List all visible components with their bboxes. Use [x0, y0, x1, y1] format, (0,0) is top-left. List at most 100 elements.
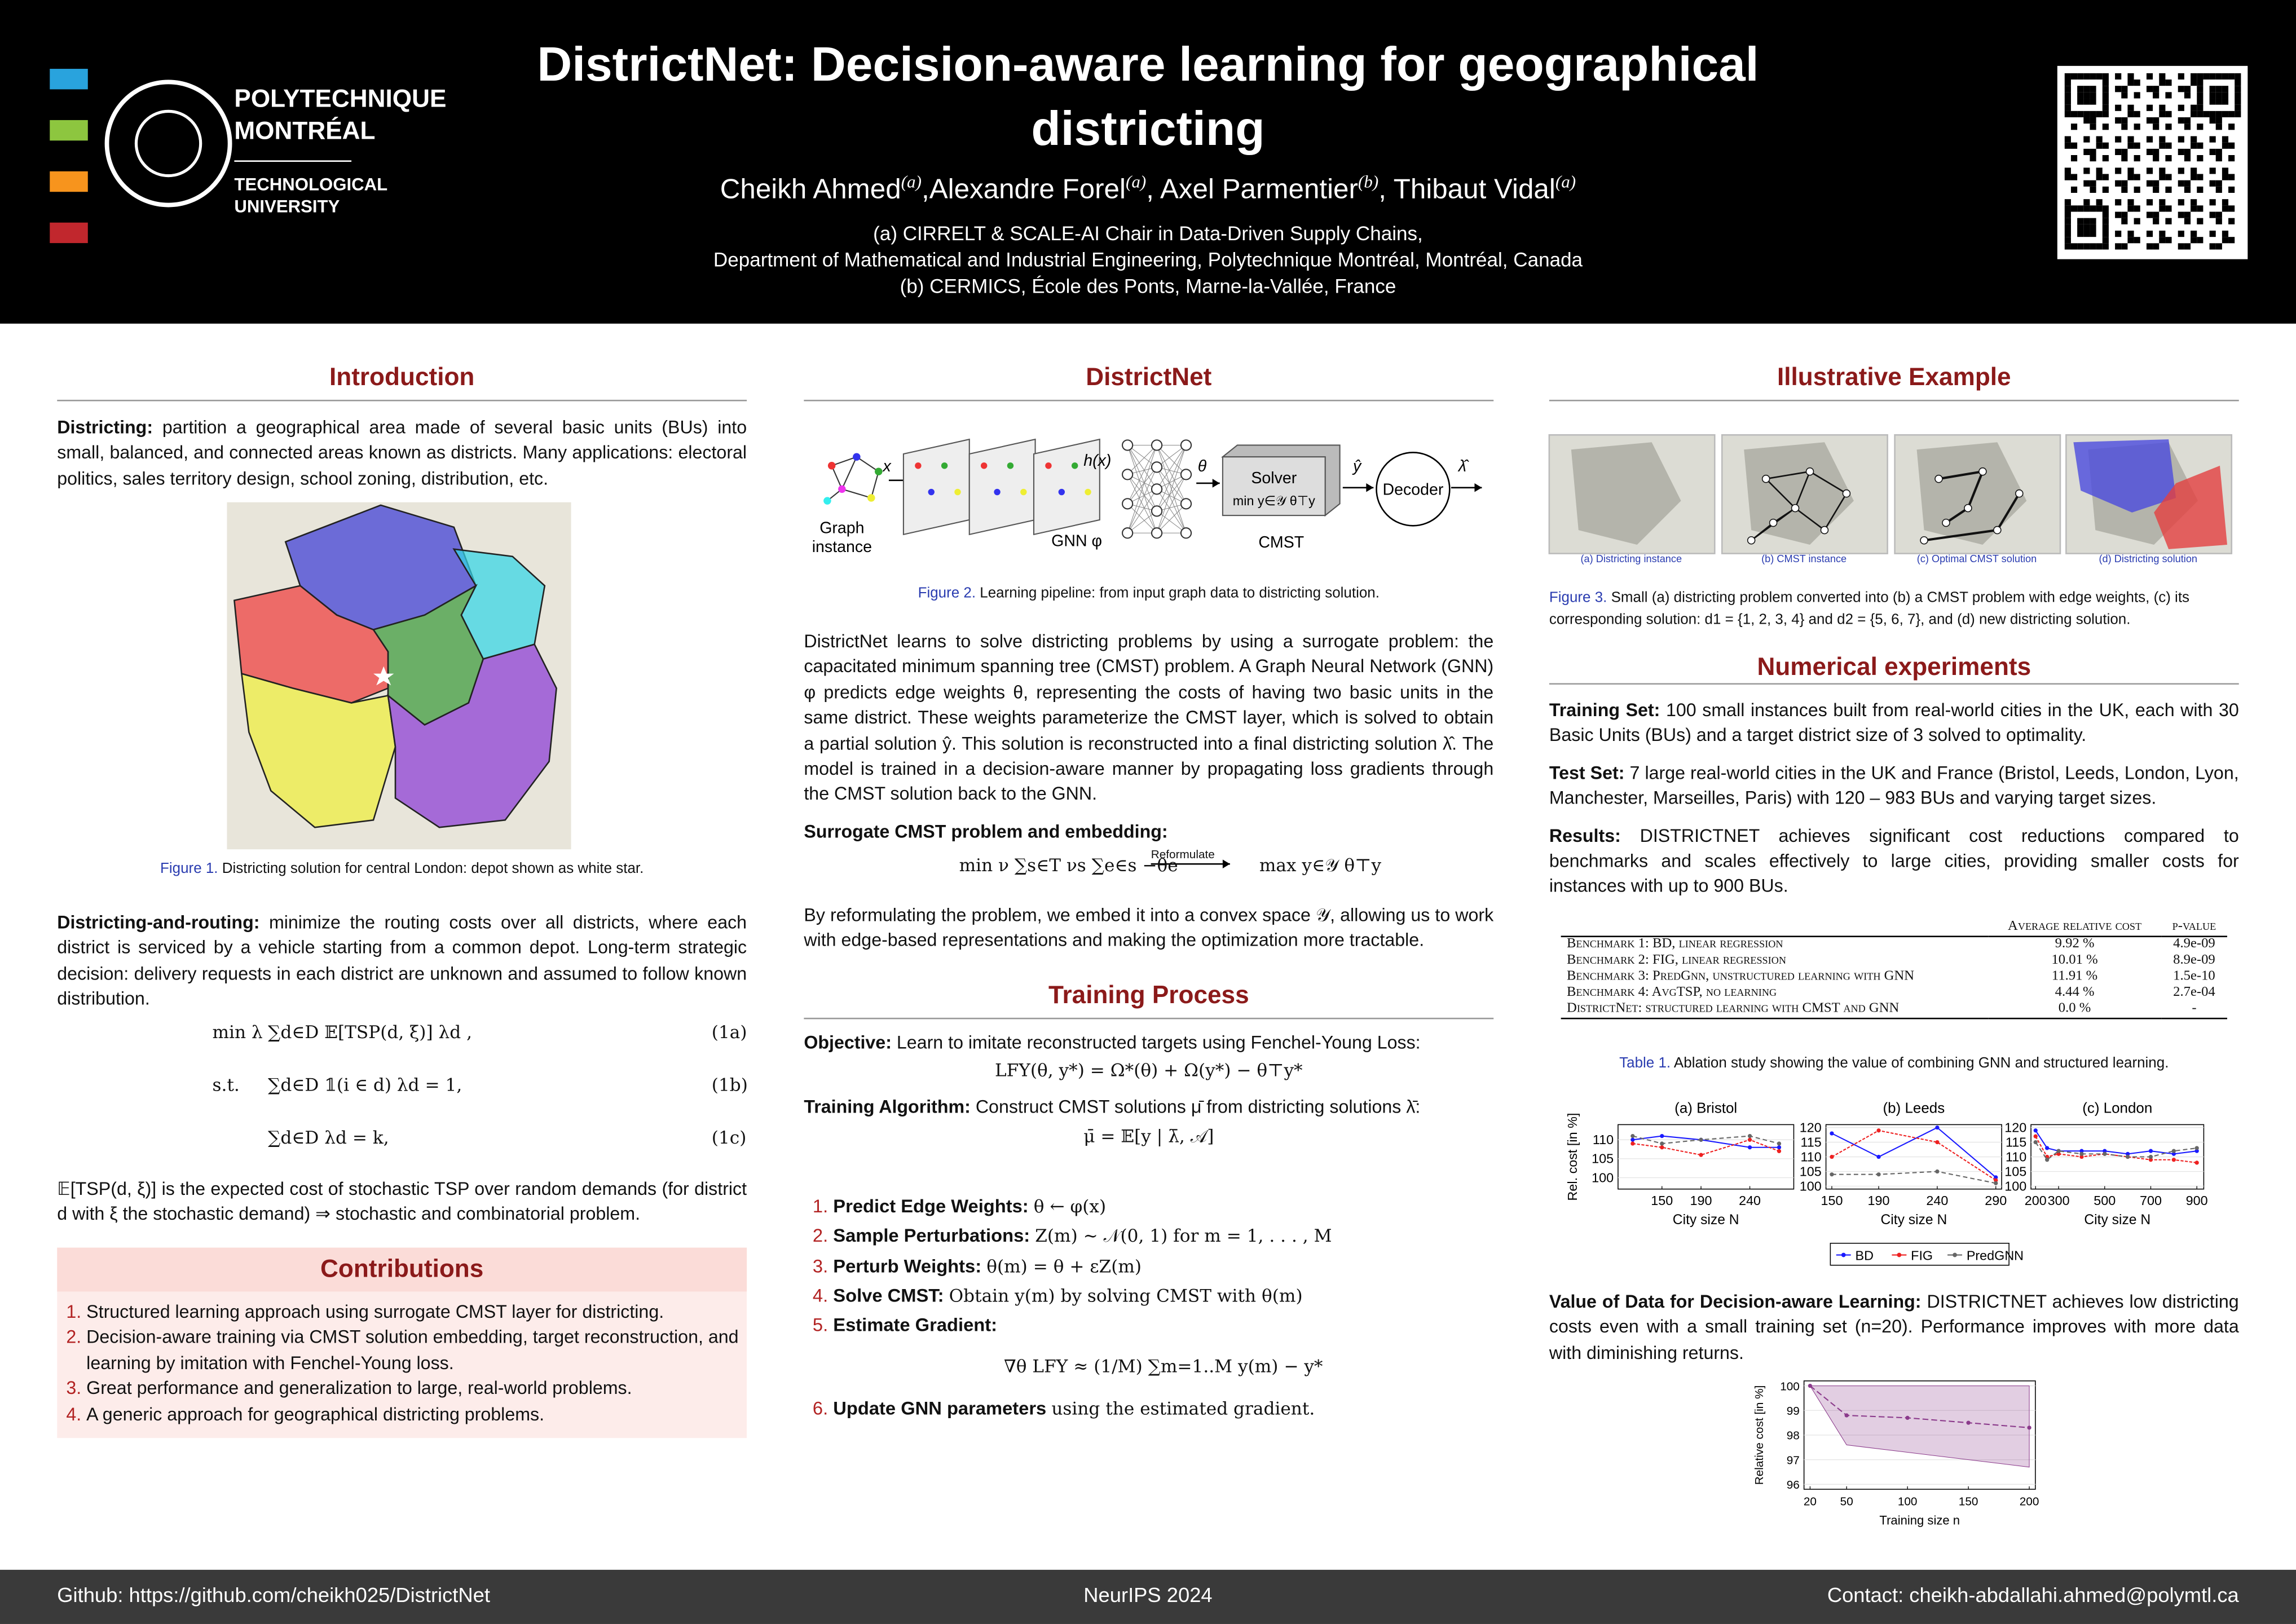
- qr-module: [2178, 167, 2184, 174]
- qr-module: [2090, 123, 2096, 130]
- qr-module: [2215, 211, 2222, 218]
- data-point: [1876, 1128, 1881, 1133]
- qr-module: [2159, 174, 2166, 180]
- table-cell: Benchmark 2: FIG, linear regression: [1567, 953, 1786, 968]
- legend-label: FIG: [1911, 1248, 1933, 1263]
- qr-module: [2165, 111, 2172, 118]
- formula: max y∈𝒴 θ⊤y: [1259, 855, 1382, 876]
- text: Surrogate CMST problem and embedding:: [804, 820, 1493, 845]
- data-point: [2148, 1154, 2153, 1159]
- qr-module: [2178, 73, 2184, 80]
- authors: Cheikh Ahmed(a),Alexandre Forel(a), Axel…: [483, 171, 1813, 207]
- qr-module: [2159, 205, 2166, 212]
- nn-edge: [1156, 445, 1187, 467]
- qr-module: [2228, 123, 2235, 130]
- series-line: [1831, 1171, 1996, 1184]
- qr-module: [2070, 155, 2078, 162]
- contribution: Structured learning approach using surro…: [86, 1300, 747, 1326]
- cmst-node: [2015, 489, 2024, 498]
- qr-module: [2184, 117, 2191, 124]
- heading: Illustrative Example: [1549, 363, 2239, 401]
- note: 𝔼[TSP(d, ξ)] is the expected cost of sto…: [57, 1177, 747, 1228]
- data-point: [2125, 1154, 2130, 1159]
- data-point: [1660, 1141, 1664, 1146]
- qr-module: [2153, 243, 2160, 250]
- qr-module: [2083, 111, 2090, 118]
- qr-module: [2083, 86, 2090, 92]
- qr-module: [2115, 211, 2122, 218]
- data-point: [2171, 1158, 2176, 1162]
- qr-module: [2159, 136, 2166, 143]
- qr-module: [2184, 243, 2191, 250]
- step-text: using the estimated gradient.: [1051, 1398, 1315, 1420]
- gnn-node: [1071, 462, 1078, 469]
- footer: Github: https://github.com/cheikh025/Dis…: [0, 1569, 2296, 1624]
- text: 100 small instances built from real-worl…: [1549, 700, 2239, 746]
- qr-module: [2083, 205, 2090, 212]
- qr-module: [2102, 111, 2109, 118]
- graph-node: [875, 467, 883, 475]
- cmst-node: [1805, 467, 1814, 476]
- data-point: [2056, 1149, 2061, 1153]
- y-tick-label: 100: [2004, 1179, 2026, 1193]
- equation-tag: (1a): [711, 1022, 747, 1043]
- qr-module: [2165, 80, 2172, 86]
- qr-module: [2102, 123, 2109, 130]
- qr-module: [2209, 243, 2216, 250]
- equation-body: ∑d∈D 𝔼[TSP(d, ξ)] λd ,: [268, 1022, 473, 1043]
- data-point: [1630, 1137, 1635, 1142]
- qr-module: [2222, 86, 2229, 92]
- qr-module: [2209, 148, 2216, 156]
- arrow-head: [1222, 859, 1230, 868]
- qr-module: [2102, 218, 2109, 224]
- gnn-node: [994, 488, 1001, 496]
- qr-module: [2070, 205, 2078, 212]
- qr-module: [2127, 167, 2134, 174]
- qr-module: [2184, 155, 2191, 162]
- contact[interactable]: Contact: cheikh-abdallahi.ahmed@polymtl.…: [1827, 1583, 2239, 1607]
- qr-module: [2159, 111, 2166, 118]
- qr-module: [2222, 231, 2229, 237]
- qr-module: [2146, 73, 2153, 80]
- text: LFY(θ, y*) = Ω*(θ) + Ω(y*) − θ⊤y*: [994, 1061, 1303, 1082]
- qr-module: [2102, 80, 2109, 86]
- qr-module: [2222, 167, 2229, 174]
- map-patch: [1571, 442, 1681, 545]
- formula: min ν ∑s∈T νs ∑e∈s −θe: [959, 855, 1178, 876]
- qr-module: [2228, 142, 2235, 149]
- qr-module: [2083, 136, 2090, 143]
- series-line: [1632, 1139, 1779, 1156]
- qr-module: [2191, 111, 2197, 118]
- diagram-label: min y∈𝒴 θ⊤y: [1233, 493, 1315, 508]
- graph-node: [823, 497, 831, 505]
- qr-module: [2090, 186, 2096, 193]
- qr-module: [2070, 186, 2078, 193]
- qr-module: [2222, 237, 2229, 244]
- nn-edge: [1127, 445, 1157, 489]
- x-axis-label: City size N: [1673, 1212, 1739, 1228]
- qr-module: [2215, 155, 2222, 162]
- table-cell: 8.9e-09: [2173, 953, 2215, 968]
- github-link[interactable]: Github: https://github.com/cheikh025/Dis…: [57, 1583, 490, 1607]
- qr-module: [2228, 205, 2235, 212]
- diagram-label: λ̂: [1457, 457, 1469, 475]
- qr-module: [2083, 167, 2090, 174]
- qr-module: [2121, 86, 2128, 92]
- qr-module: [2203, 111, 2210, 118]
- training: Training Process Objective: Learn to imi…: [804, 981, 1494, 1427]
- equation-body: ∑d∈D 𝟙(i ∈ d) λd = 1,: [268, 1075, 462, 1096]
- x-tick-label: 500: [2094, 1193, 2116, 1208]
- qr-module: [2165, 237, 2172, 244]
- text: DISTRICTNET achieves low districting cos…: [1549, 1291, 2239, 1363]
- qr-module: [2153, 123, 2160, 130]
- qr-module: [2096, 199, 2103, 206]
- qr-module: [2121, 186, 2128, 193]
- value-of-data: Value of Data for Decision-aware Learnin…: [1549, 1290, 2239, 1367]
- qr-module: [2235, 80, 2241, 86]
- qr-module: [2070, 73, 2078, 80]
- qr-module: [2215, 123, 2222, 130]
- venue: NeurIPS 2024: [1083, 1583, 1213, 1607]
- title: DistrictNet: Decision-aware learning for…: [537, 36, 1759, 156]
- cmst-node: [1791, 504, 1800, 513]
